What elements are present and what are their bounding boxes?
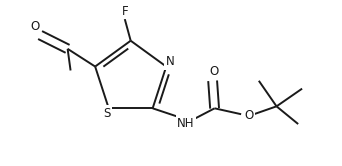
- Text: O: O: [245, 109, 254, 122]
- Text: NH: NH: [177, 117, 195, 129]
- Text: O: O: [30, 20, 40, 33]
- Text: F: F: [121, 5, 128, 18]
- Text: O: O: [209, 65, 218, 78]
- Text: N: N: [166, 55, 174, 68]
- Text: S: S: [103, 107, 110, 120]
